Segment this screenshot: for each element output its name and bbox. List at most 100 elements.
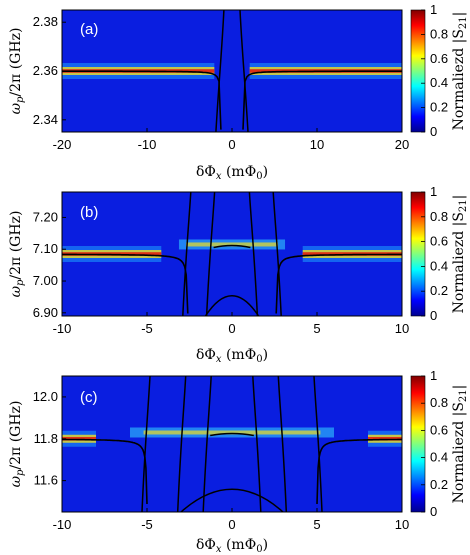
y-ticks-a: 2.34 2.36 2.38	[33, 14, 66, 127]
theory-trace	[62, 253, 189, 314]
colorbar	[410, 191, 426, 317]
x-tick-label: 10	[395, 321, 409, 336]
y-tick-label: 2.38	[33, 14, 58, 29]
x-tick-label: -5	[141, 321, 153, 336]
colorbar	[410, 375, 426, 513]
theory-trace	[202, 375, 212, 513]
v-trace	[180, 488, 284, 513]
y-tick-label: 7.10	[33, 241, 58, 256]
split-band-core	[143, 430, 321, 435]
theory-trace	[242, 70, 402, 130]
colorbar-tick-label: 0	[430, 124, 437, 139]
colorbar-label: Normaliezd |S21|	[451, 12, 469, 131]
theory-trace	[239, 9, 249, 133]
colorbar-tick-label: 0.2	[430, 283, 448, 298]
colorbar-tick-label: 0.2	[430, 477, 448, 492]
colorbar-tick-label: 0.2	[430, 100, 448, 115]
colorbar-tick-label: 0.6	[430, 234, 448, 249]
y-tick-label: 12.0	[33, 389, 58, 404]
theory-trace	[316, 438, 402, 505]
x-ticks-a: -20 -10 0 10 20	[53, 128, 409, 152]
split-trace	[213, 244, 251, 249]
y-ticks-c: 11.6 11.8 12.0	[33, 389, 66, 488]
colorbar-tick-label: 0	[430, 504, 437, 519]
x-axis-label: δΦx (mΦ0)	[196, 347, 268, 365]
y-tick-label: 11.8	[34, 431, 58, 446]
x-ticks-b: -10 -5 0 5 10	[53, 312, 409, 336]
colorbar-tick-label: 0.4	[430, 258, 448, 273]
heat-band-c	[62, 427, 402, 447]
colorbar-tick-label: 0.8	[430, 26, 448, 41]
colorbar-tick-label: 1	[430, 2, 437, 17]
x-tick-label: -10	[53, 321, 72, 336]
x-tick-label: -10	[138, 137, 157, 152]
colorbar-tick-label: 0.6	[430, 422, 448, 437]
theory-trace	[248, 191, 259, 317]
x-ticks-c: -10 -5 0 5 10	[53, 508, 409, 532]
split-band-core	[186, 242, 278, 247]
colorbar-ticks-a: 0 0.2 0.4 0.6 0.8 1	[421, 2, 448, 139]
panel-label: (b)	[80, 204, 98, 221]
y-tick-label: 2.36	[33, 63, 58, 78]
y-tick-label: 7.00	[33, 273, 58, 288]
colorbar-tick-label: 1	[430, 184, 437, 199]
theory-trace	[252, 375, 262, 513]
x-tick-label: 10	[395, 517, 409, 532]
y-ticks-b: 6.90 7.00 7.10 7.20	[33, 209, 66, 320]
colorbar-tick-label: 0.6	[430, 51, 448, 66]
colorbar-tick-label: 0.8	[430, 209, 448, 224]
split-trace	[210, 432, 254, 437]
v-trace	[204, 294, 260, 317]
colorbar-tick-label: 0.4	[430, 450, 448, 465]
y-tick-label: 7.20	[33, 209, 58, 224]
traces-a	[62, 9, 402, 133]
x-tick-label: -5	[141, 517, 153, 532]
resonance-peak	[368, 436, 402, 441]
y-tick-label: 11.6	[34, 473, 58, 488]
panel-b: (b) -10 -5 0 5 10 6.907.007.107.20 ωp/2π (GH…	[8, 184, 469, 365]
theory-trace	[62, 438, 148, 505]
panel-label: (c)	[80, 389, 98, 406]
x-tick-label: 0	[228, 321, 235, 336]
x-tick-label: -10	[53, 517, 72, 532]
theory-trace	[277, 375, 288, 513]
x-axis-label: δΦx (mΦ0)	[196, 164, 268, 182]
x-tick-label: 0	[228, 517, 235, 532]
y-tick-label: 6.90	[33, 305, 58, 320]
colorbar	[410, 9, 426, 133]
x-tick-label: -20	[53, 137, 72, 152]
theory-trace	[205, 191, 216, 317]
theory-trace	[62, 70, 222, 130]
theory-trace	[141, 375, 151, 513]
x-tick-label: 0	[228, 137, 235, 152]
theory-trace	[176, 375, 187, 513]
theory-trace	[272, 191, 282, 317]
y-axis-label: ωp/2π (GHz)	[8, 28, 26, 115]
x-tick-label: 5	[313, 517, 320, 532]
plot-background	[62, 376, 402, 512]
y-axis-label: ωp/2π (GHz)	[8, 401, 26, 488]
colorbar-ticks-b: 0 0.2 0.4 0.6 0.8 1	[421, 184, 448, 323]
y-axis-label: ωp/2π (GHz)	[8, 211, 26, 298]
colorbar-ticks-c: 0 0.2 0.4 0.6 0.8 1	[421, 368, 448, 519]
x-axis-label: δΦx (mΦ0)	[196, 537, 268, 555]
panel-c: (c) -10 -5 0 5 10 11.611.812.0 ωp/2π (GHz) δ…	[8, 368, 469, 555]
traces-b	[62, 191, 402, 317]
panel-label: (a)	[80, 21, 98, 38]
theory-trace	[275, 253, 402, 314]
x-tick-label: 5	[313, 321, 320, 336]
colorbar-tick-label: 0.8	[430, 395, 448, 410]
y-tick-label: 2.34	[33, 112, 58, 127]
theory-trace	[182, 191, 192, 317]
colorbar-tick-label: 1	[430, 368, 437, 383]
resonance-peak	[62, 436, 96, 441]
theory-trace	[215, 9, 225, 133]
traces-c	[62, 375, 402, 513]
colorbar-tick-label: 0.4	[430, 75, 448, 90]
colorbar-tick-label: 0	[430, 308, 437, 323]
colorbar-label: Normaliezd |S21|	[451, 385, 469, 504]
x-tick-label: 10	[310, 137, 324, 152]
panel-a: (a) -20 -10 0 10 20 2.342.362.38 ωp/2π (GHz)…	[8, 2, 469, 182]
x-tick-label: 20	[395, 137, 409, 152]
